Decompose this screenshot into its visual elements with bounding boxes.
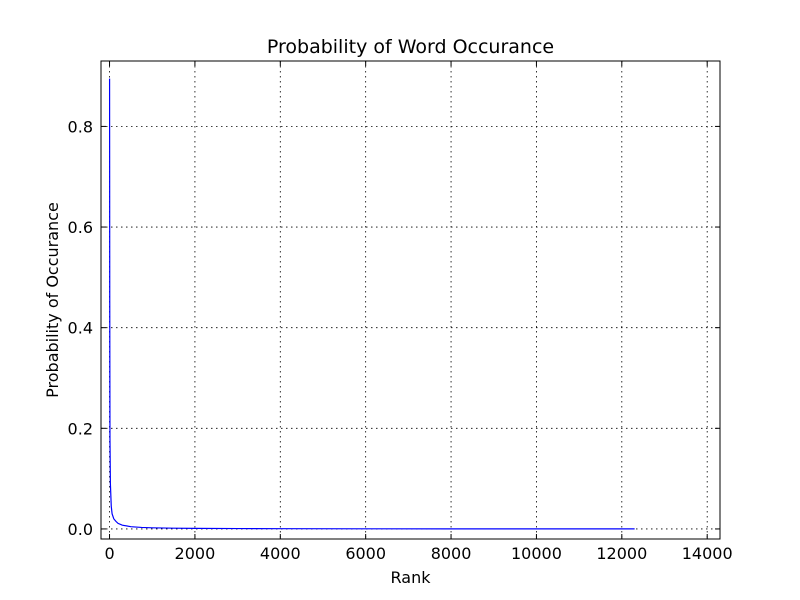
x-tick-label: 14000	[682, 544, 733, 563]
x-tick-label: 0	[104, 544, 114, 563]
plot-frame	[100, 60, 721, 540]
y-tick-label: 0.2	[68, 419, 93, 438]
grid	[101, 61, 720, 539]
series-line	[108, 78, 635, 530]
chart-title: Probability of Word Occurance	[267, 36, 554, 58]
y-tick-label: 0.8	[68, 117, 93, 136]
x-tick-label: 4000	[260, 544, 301, 563]
y-axis-label: Probability of Occurance	[43, 202, 62, 398]
x-tick-label: 12000	[596, 544, 647, 563]
y-tick-label: 0.6	[68, 218, 93, 237]
x-tick-label: 8000	[431, 544, 472, 563]
x-axis-label: Rank	[391, 568, 432, 587]
x-tick-label: 6000	[345, 544, 386, 563]
y-tick-label: 0.4	[68, 319, 93, 338]
x-tick-label: 10000	[511, 544, 562, 563]
series-layer	[108, 78, 635, 530]
x-tick-label: 2000	[175, 544, 216, 563]
y-tick-label: 0.0	[68, 520, 93, 539]
ticks: 0 2000 4000 6000 8000 10000 12000 14000 0.0 0.2 0.…	[68, 61, 733, 563]
